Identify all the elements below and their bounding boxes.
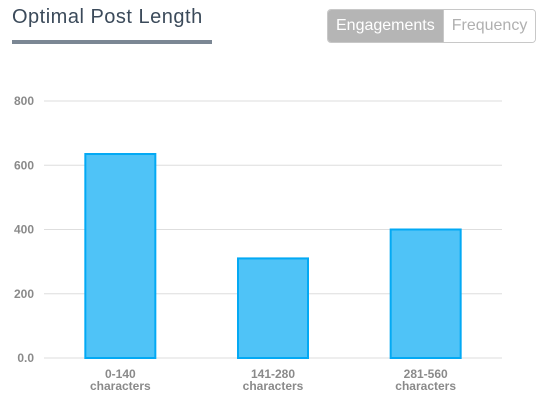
tab-group: Engagements Frequency — [327, 9, 537, 43]
y-tick-label: 600 — [14, 158, 34, 172]
x-tick-label: 0-140 characters — [90, 367, 151, 393]
tab[interactable]: Frequency — [442, 10, 536, 42]
tab[interactable]: Engagements — [328, 10, 443, 42]
y-tick-label: 400 — [14, 223, 34, 237]
bar — [237, 257, 309, 360]
title-underline — [12, 40, 212, 44]
y-tick-label: 0.0 — [17, 351, 34, 365]
x-tick-label: 141-280 characters — [243, 367, 304, 393]
bar — [84, 153, 157, 359]
x-tick-label: 281-560 characters — [395, 367, 456, 393]
bar — [389, 228, 462, 359]
y-tick-label: 800 — [14, 94, 34, 108]
y-tick-label: 200 — [14, 287, 34, 301]
title: Optimal Post Length — [12, 6, 203, 28]
